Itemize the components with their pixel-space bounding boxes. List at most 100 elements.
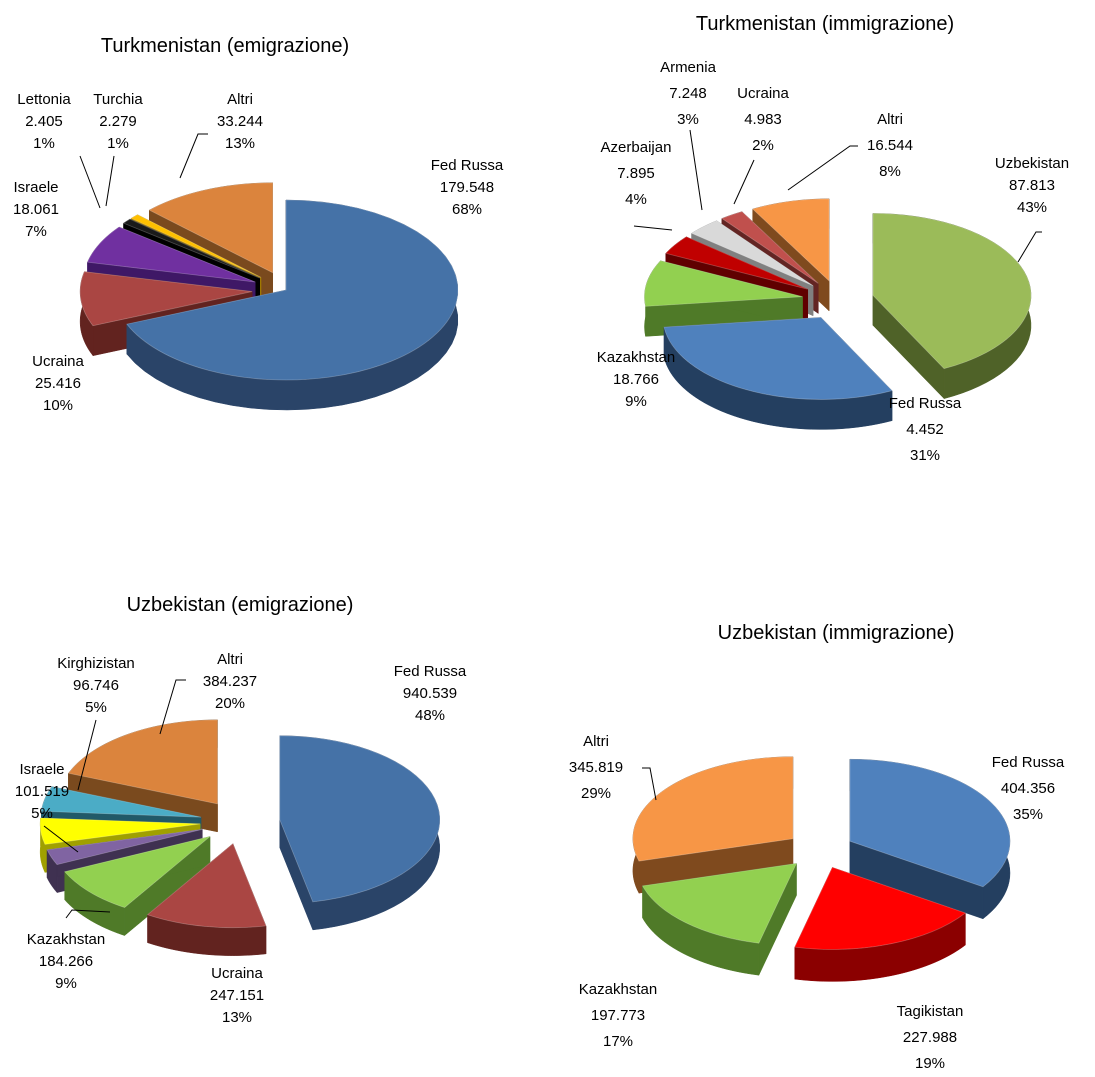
slice-value: 16.544 xyxy=(867,137,913,154)
slice-label-altri: Altri 384.237 20% xyxy=(203,651,257,712)
slice-top xyxy=(148,182,274,274)
slice-name: Ucraina xyxy=(32,353,84,370)
slice-name: Kazakhstan xyxy=(27,931,105,948)
slice-name: Ucraina xyxy=(211,965,263,982)
slice-percent: 68% xyxy=(452,201,482,218)
slice-label-armenia: Armenia 7.248 3% xyxy=(660,59,717,128)
slice-value: 33.244 xyxy=(217,113,263,130)
slice-value: 940.539 xyxy=(403,685,457,702)
slice-value: 2.279 xyxy=(99,113,137,130)
slice-top xyxy=(46,828,203,866)
slice-name: Tagikistan xyxy=(897,1003,964,1020)
slice-top xyxy=(721,211,819,284)
slice-percent: 5% xyxy=(85,699,107,716)
slice-label-kazakhstan: Kazakhstan 184.266 9% xyxy=(27,931,105,992)
slice-top xyxy=(794,866,967,950)
slice-value: 179.548 xyxy=(440,179,494,196)
slice-percent: 8% xyxy=(879,163,901,180)
chart-title: Turkmenistan (emigrazione) xyxy=(101,35,349,57)
leader-line-altri xyxy=(787,145,858,191)
leader-line-altri xyxy=(159,679,186,735)
slice-top xyxy=(690,220,814,287)
chart-turkmenistan-emigrazione: Turkmenistan (emigrazione) Fed Russa 179… xyxy=(13,35,504,414)
slice-top xyxy=(279,735,441,903)
slice-percent: 9% xyxy=(55,975,77,992)
leader-line-ucraina xyxy=(733,159,755,205)
slice-percent: 31% xyxy=(910,447,940,464)
slice-value: 384.237 xyxy=(203,673,257,690)
slice-value: 184.266 xyxy=(39,953,93,970)
slice-top xyxy=(79,271,253,327)
slice-name: Fed Russa xyxy=(889,395,962,412)
slice-value: 87.813 xyxy=(1009,177,1055,194)
slice-percent: 13% xyxy=(225,135,255,152)
chart-turkmenistan-immigrazione: Turkmenistan (immigrazione) Uzbekistan 8… xyxy=(597,13,1069,464)
slice-percent: 20% xyxy=(215,695,245,712)
slice-label-altri: Altri 16.544 8% xyxy=(867,111,913,180)
slice-label-lettonia: Lettonia 2.405 1% xyxy=(17,91,71,152)
slice-top xyxy=(632,756,794,862)
slice-percent: 48% xyxy=(415,707,445,724)
slice-name: Azerbaijan xyxy=(601,139,672,156)
slice-percent: 43% xyxy=(1017,199,1047,216)
slice-label-azerbaijan: Azerbaijan 7.895 4% xyxy=(601,139,672,208)
pie-slices xyxy=(644,198,1032,430)
slice-label-altri: Altri 345.819 29% xyxy=(569,733,623,802)
slice-label-ucraina: Ucraina 4.983 2% xyxy=(737,85,789,154)
slice-label-altri: Altri 33.244 13% xyxy=(217,91,263,152)
slice-top xyxy=(130,214,262,278)
slice-percent: 5% xyxy=(31,805,53,822)
leader-lines xyxy=(633,129,1042,263)
slice-top xyxy=(126,199,459,381)
pie-slice-fed-russa xyxy=(663,316,893,430)
slice-value: 18.766 xyxy=(613,371,659,388)
leader-line-kirghizistan xyxy=(77,719,97,791)
leader-line-altri xyxy=(179,133,208,179)
slice-top xyxy=(664,236,808,290)
leader-lines xyxy=(642,767,657,801)
slice-label-israele: Israele 101.519 5% xyxy=(15,761,69,822)
slice-percent: 10% xyxy=(43,397,73,414)
chart-uzbekistan-immigrazione: Uzbekistan (immigrazione) Fed Russa 404.… xyxy=(569,622,1065,1072)
slice-percent: 19% xyxy=(915,1055,945,1072)
slice-percent: 4% xyxy=(625,191,647,208)
slice-name: Altri xyxy=(227,91,253,108)
slice-name: Kazakhstan xyxy=(579,981,657,998)
slice-name: Ucraina xyxy=(737,85,789,102)
slice-label-kazakhstan: Kazakhstan 18.766 9% xyxy=(597,349,675,410)
leader-lines xyxy=(79,133,208,209)
pie-slices xyxy=(39,719,441,956)
slice-name: Kirghizistan xyxy=(57,655,135,672)
slice-name: Israele xyxy=(19,761,64,778)
slice-name: Turchia xyxy=(93,91,143,108)
slice-name: Armenia xyxy=(660,59,717,76)
pie-slice-fed-russa xyxy=(849,758,1011,920)
slice-top xyxy=(122,218,260,279)
slice-value: 96.746 xyxy=(73,677,119,694)
slice-top xyxy=(644,260,803,307)
leader-line-kazakhstan xyxy=(65,909,111,919)
slice-value: 404.356 xyxy=(1001,780,1055,797)
slice-top xyxy=(849,758,1011,888)
leader-line-armenia xyxy=(689,129,703,211)
pie-slice-uzbekistan xyxy=(872,213,1032,400)
slice-name: Altri xyxy=(217,651,243,668)
slice-value: 18.061 xyxy=(13,201,59,218)
slice-percent: 13% xyxy=(222,1009,252,1026)
pie-slices xyxy=(632,756,1011,982)
slice-value: 197.773 xyxy=(591,1007,645,1024)
slice-name: Fed Russa xyxy=(992,754,1065,771)
slice-top xyxy=(872,213,1032,370)
slice-name: Fed Russa xyxy=(431,157,504,174)
slice-name: Kazakhstan xyxy=(597,349,675,366)
chart-title: Uzbekistan (immigrazione) xyxy=(718,622,955,644)
pie-slice-fed-russa xyxy=(279,735,441,931)
slice-percent: 3% xyxy=(677,111,699,128)
slice-value: 4.983 xyxy=(744,111,782,128)
slice-top xyxy=(751,198,830,282)
leader-lines xyxy=(43,679,186,919)
slice-top xyxy=(67,719,218,805)
slice-top xyxy=(63,836,211,909)
